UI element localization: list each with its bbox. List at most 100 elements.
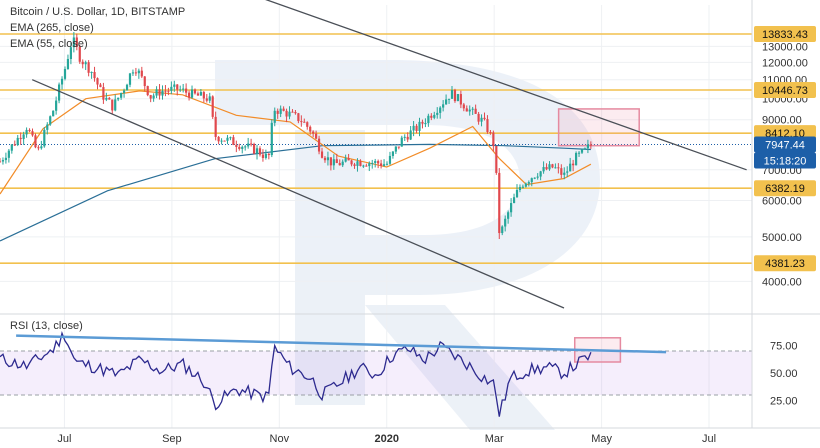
candle-body (412, 125, 415, 131)
candle-body (394, 146, 397, 152)
candle-body (548, 164, 551, 170)
candle-body (273, 110, 276, 123)
candle-body (93, 71, 96, 79)
candle-body (453, 89, 457, 102)
candle-body (489, 132, 492, 134)
candle-body (477, 113, 480, 122)
ema-265-label: EMA (265, close) (10, 22, 94, 34)
countdown-text: 15:18:20 (764, 156, 807, 168)
candle-body (589, 144, 592, 146)
candle-body (164, 90, 167, 92)
candle-body (102, 87, 105, 100)
candle-body (515, 189, 519, 198)
candle-body (55, 100, 58, 111)
candle-body (264, 153, 267, 158)
candle-body (406, 136, 409, 140)
candle-body (492, 132, 495, 146)
candle-body (111, 99, 114, 111)
candle-body (309, 126, 312, 132)
candle-body (294, 112, 297, 114)
ema-265-line (0, 143, 591, 242)
candle-body (297, 113, 300, 122)
ema-55-label: EMA (55, close) (10, 38, 88, 50)
rsi-label: RSI (13, close) (10, 320, 83, 332)
candle-body (13, 144, 16, 146)
candle-body (247, 143, 250, 147)
level-price-text: 10446.73 (762, 85, 808, 97)
price-tick-label: 12000.00 (762, 57, 808, 69)
candle-body (43, 129, 46, 147)
candle-body (276, 110, 279, 114)
candle-body (371, 162, 374, 164)
candle-body (320, 151, 324, 158)
candle-body (40, 146, 43, 149)
countdown-badge (754, 152, 816, 169)
candle-body (569, 163, 572, 172)
candle-body (512, 197, 516, 204)
candle-body (75, 37, 78, 47)
candle-body (338, 163, 341, 166)
level-price-text: 4381.23 (765, 258, 805, 270)
candle-body (444, 99, 448, 105)
candle-body (46, 124, 49, 130)
candle-body (586, 144, 590, 149)
candle-body (554, 167, 557, 169)
candle-body (312, 131, 315, 134)
price-tick-label: 9000.00 (762, 115, 802, 127)
candle-body (117, 97, 120, 100)
last-price-text: 7947.44 (765, 140, 805, 152)
candle-body (450, 89, 454, 99)
candle-body (193, 89, 197, 94)
time-tick-label: May (591, 433, 612, 445)
last-price-badge (754, 136, 816, 153)
rsi-trendline (16, 334, 667, 354)
candle-body (69, 47, 73, 59)
candle-body (483, 117, 486, 120)
candle-body (187, 92, 191, 98)
candle-body (214, 116, 217, 137)
candle-body (527, 182, 530, 184)
candle-body (388, 155, 392, 164)
candle-body (459, 94, 462, 105)
candle-body (583, 148, 587, 150)
candle-body (57, 84, 61, 101)
candle-body (196, 93, 200, 96)
candle-body (436, 112, 439, 115)
candle-body (300, 121, 303, 123)
candle-body (37, 147, 40, 149)
time-tick-label: Mar (485, 433, 504, 445)
candle-body (137, 70, 140, 74)
candle-body (161, 90, 164, 96)
candle-body (539, 171, 542, 177)
candle-body (7, 150, 10, 158)
candle-body (261, 154, 265, 158)
time-tick-label: Jul (702, 433, 716, 445)
candle-body (31, 131, 34, 136)
candle-body (122, 90, 126, 93)
candle-body (306, 122, 309, 127)
candle-body (501, 226, 504, 234)
candle-body (468, 109, 471, 112)
candle-body (87, 62, 90, 73)
candle-body (421, 121, 424, 124)
candle-body (173, 84, 176, 87)
candle-body (430, 115, 433, 118)
candle-body (190, 89, 194, 98)
candle-body (291, 111, 294, 113)
candle-body (34, 135, 37, 148)
candle-body (557, 167, 560, 169)
candle-body (182, 88, 185, 90)
candle-body (374, 161, 377, 163)
rsi-tick-label: 75.00 (770, 341, 798, 353)
candle-body (199, 92, 202, 96)
rsi-band (0, 351, 752, 395)
candle-body (344, 158, 347, 162)
candle-body (285, 110, 288, 117)
candle-body (205, 98, 208, 101)
channel-upper-line (265, 0, 747, 171)
candle-body (252, 143, 256, 154)
candle-body (391, 151, 395, 156)
candle-body (400, 137, 403, 147)
